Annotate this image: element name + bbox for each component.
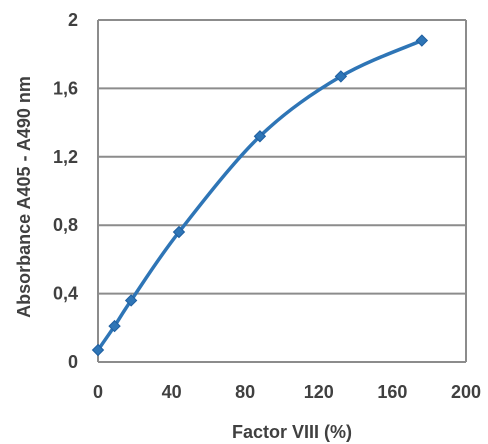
x-tick-label: 0 (93, 382, 103, 402)
x-tick-label: 120 (304, 382, 334, 402)
y-tick-label: 0,8 (53, 215, 78, 235)
gridlines (98, 19, 467, 362)
x-axis-title: Factor VIII (%) (232, 422, 352, 442)
series-line-0 (96, 38, 424, 352)
axes (97, 20, 466, 363)
y-tick-label: 1,2 (53, 147, 78, 167)
data-point-5 (334, 70, 348, 83)
data-point-0 (91, 343, 105, 357)
series (91, 34, 429, 357)
data-point-6 (415, 34, 429, 47)
data-point-1 (108, 319, 121, 333)
y-tick-label: 2 (68, 10, 78, 30)
y-tick-label: 1,6 (53, 78, 78, 98)
data-point-2 (124, 294, 138, 307)
y-axis-title: Absorbance A405 - A490 nm (14, 76, 34, 318)
x-tick-label: 160 (377, 382, 407, 402)
x-tick-label: 200 (451, 382, 481, 402)
tick-labels: 0 0,4 0,8 1,2 1,6 2 0 40 80 120 160 200 (53, 10, 481, 402)
y-tick-label: 0 (68, 352, 78, 372)
x-tick-label: 80 (235, 382, 255, 402)
y-tick-label: 0,4 (53, 284, 78, 304)
data-point-4 (253, 130, 267, 143)
x-tick-label: 40 (162, 382, 182, 402)
data-point-3 (172, 225, 186, 239)
